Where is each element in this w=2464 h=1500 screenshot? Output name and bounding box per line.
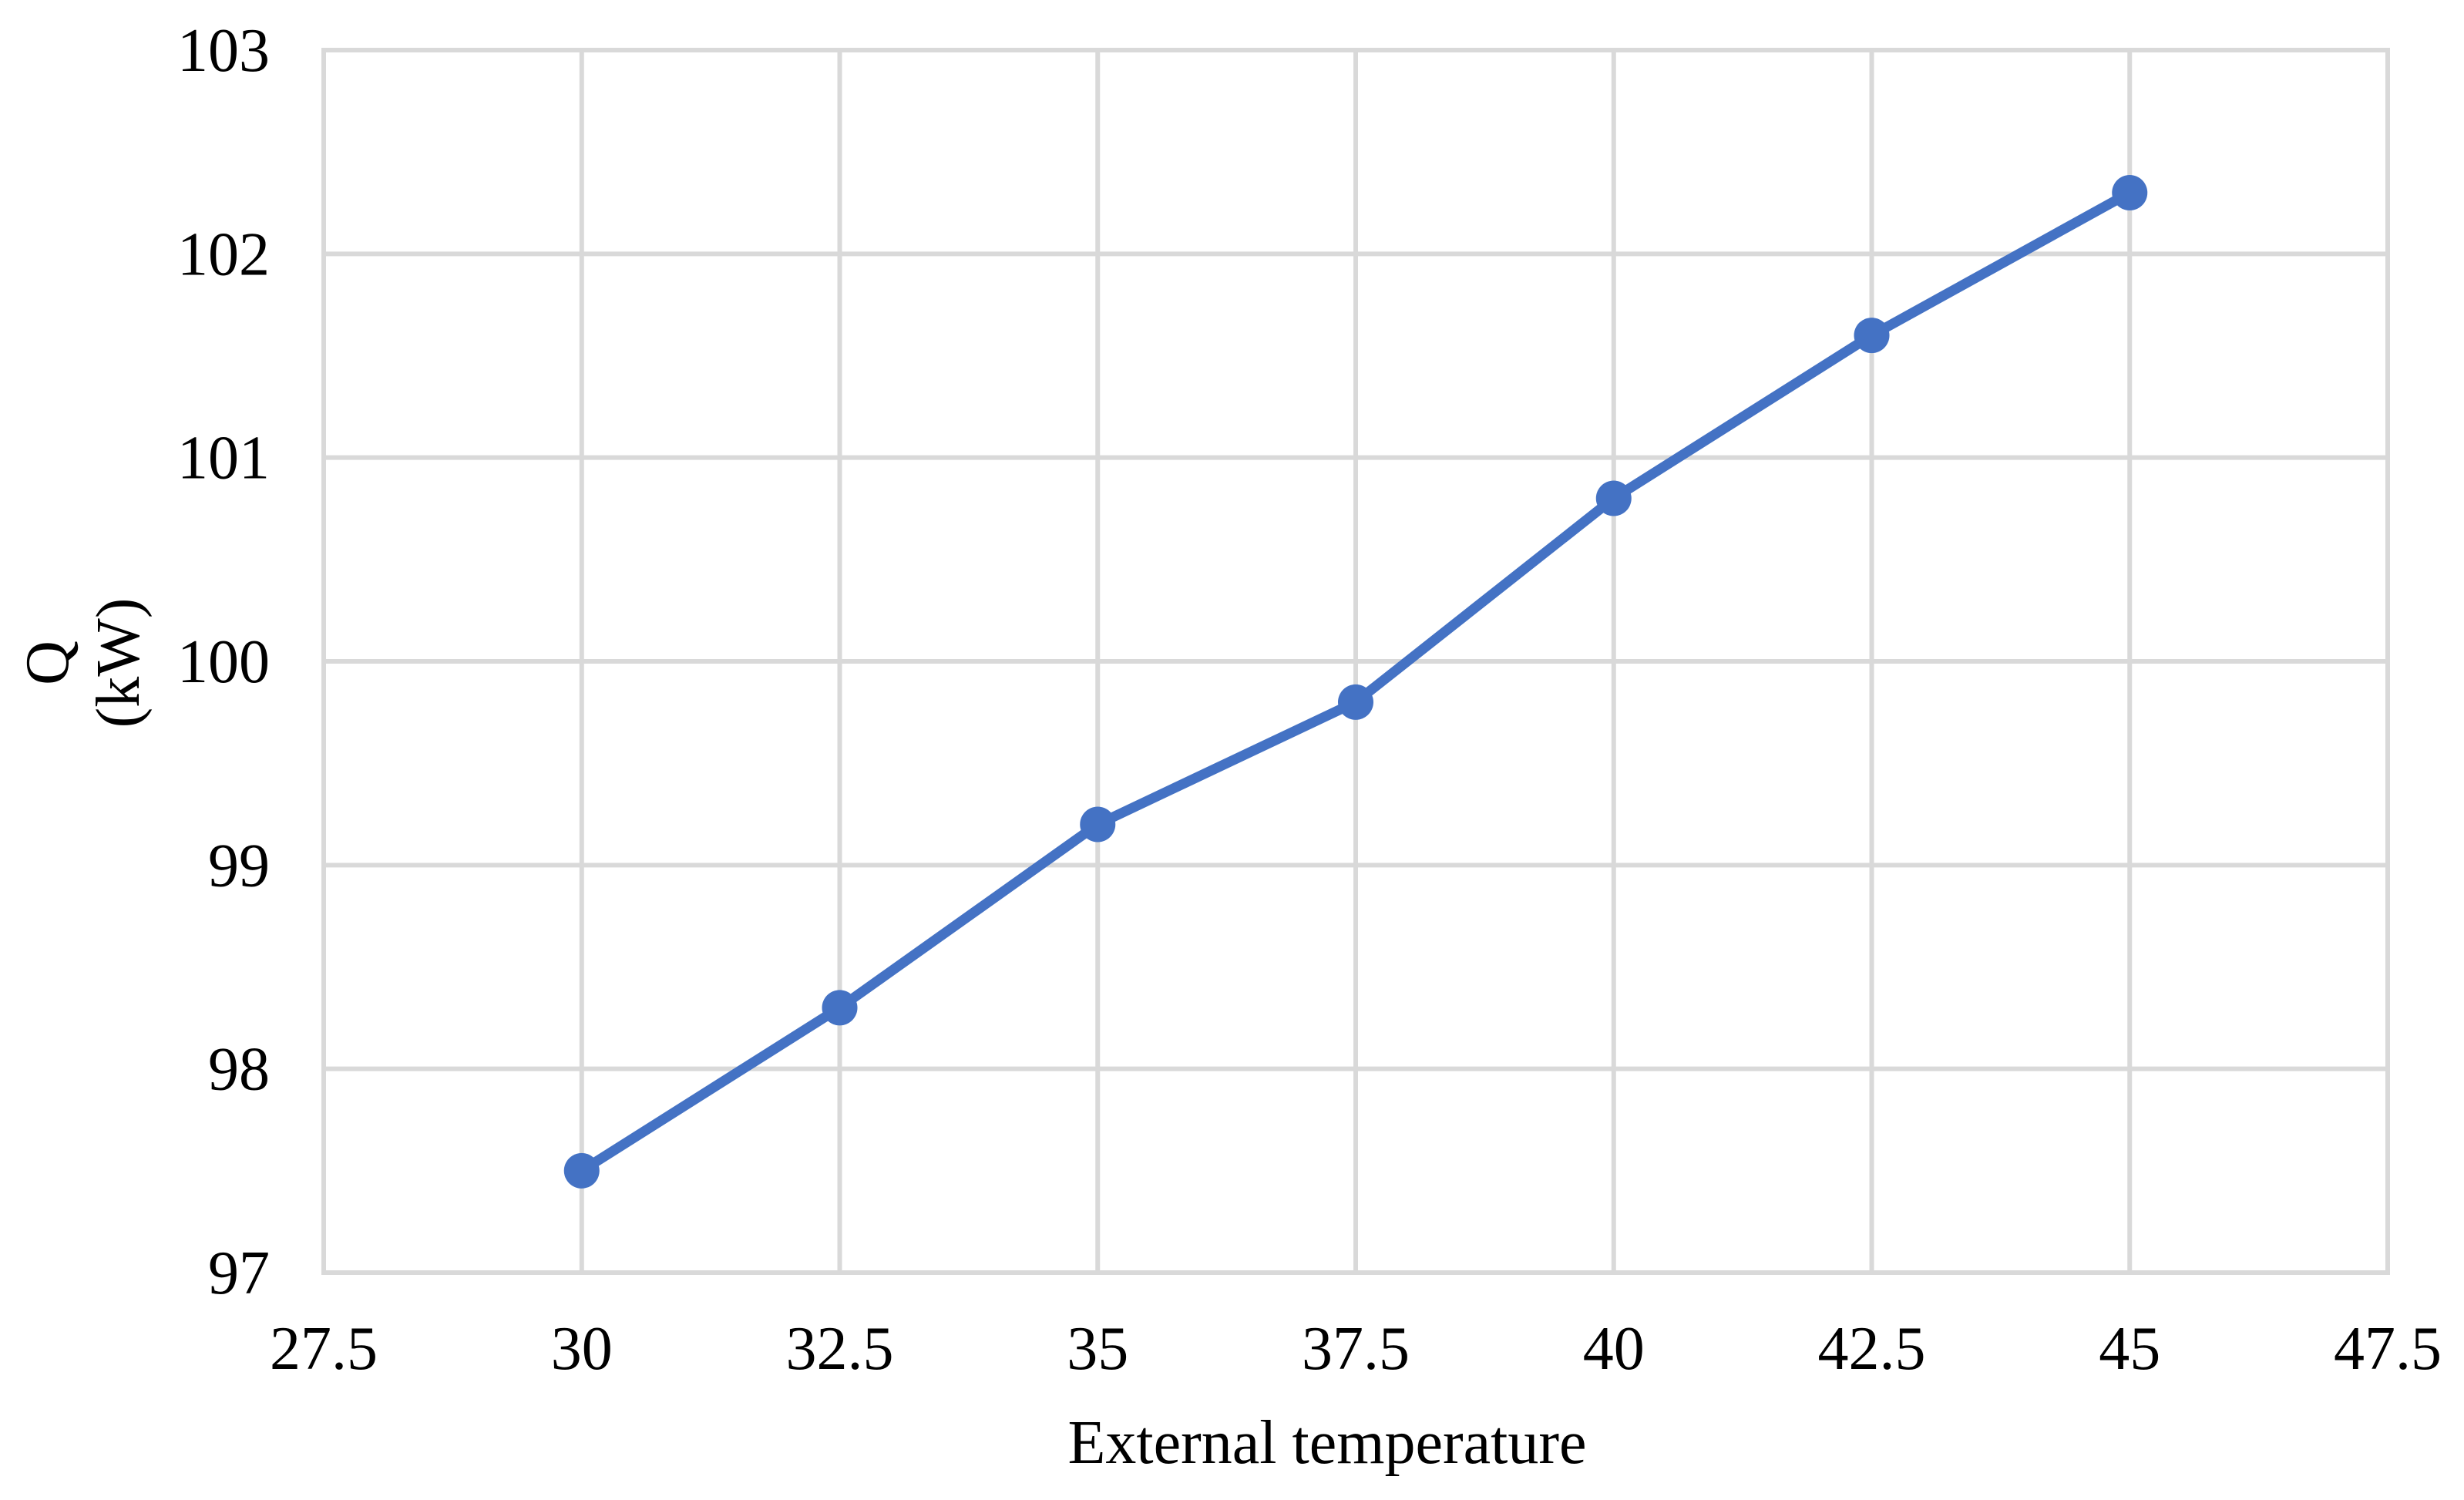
y-tick-label: 101 [177,425,270,493]
x-tick-labels: 27.5 30 32.5 35 37.5 40 42.5 45 47.5 [270,1315,2442,1383]
data-point [822,990,858,1026]
x-axis-title: External temperature [1068,1409,1587,1477]
x-tick-label: 47.5 [2334,1315,2442,1383]
x-tick-label: 37.5 [1302,1315,1410,1383]
y-axis-title-line-1: Q [14,641,82,685]
y-tick-label: 100 [177,628,270,696]
x-tick-label: 42.5 [1818,1315,1926,1383]
data-series [563,175,2148,1189]
plot-area-border [321,48,2390,1275]
y-axis-title-line-2: (kW) [85,598,153,728]
data-point [1080,806,1116,842]
data-point [1854,318,1890,354]
x-tick-label: 27.5 [270,1315,378,1383]
y-tick-label: 98 [208,1036,270,1104]
x-tick-label: 32.5 [786,1315,894,1383]
data-point [563,1152,600,1189]
x-tick-label: 40 [1583,1315,1645,1383]
y-axis-title: Q (kW) [14,598,153,728]
data-point [1338,684,1373,720]
y-tick-label: 97 [208,1239,270,1307]
x-tick-label: 30 [551,1315,613,1383]
x-tick-label: 45 [2099,1315,2160,1383]
y-tick-label: 99 [208,832,270,900]
plot-frame [321,48,2390,1275]
data-point [2112,175,2148,211]
y-tick-labels: 97 98 99 100 101 102 103 [177,17,270,1307]
data-point [1595,480,1632,516]
y-tick-label: 102 [177,220,270,288]
gridlines [321,48,2390,1275]
y-tick-label: 103 [177,17,270,85]
x-tick-label: 35 [1067,1315,1128,1383]
